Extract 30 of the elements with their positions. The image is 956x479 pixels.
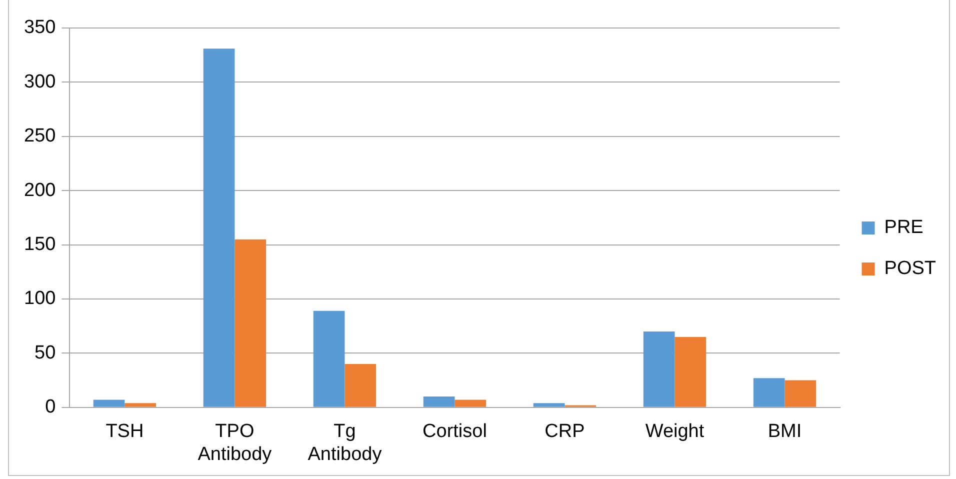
x-tick-label: Cortisol <box>422 421 487 442</box>
bar <box>784 380 816 407</box>
y-tick-label: 150 <box>24 234 56 256</box>
y-tick-label: 0 <box>45 396 56 418</box>
x-tick-label: BMI <box>768 421 802 442</box>
bar <box>93 400 125 407</box>
y-tick-label: 100 <box>24 288 56 310</box>
bar <box>753 378 785 407</box>
x-tick-label: TPO Antibody <box>198 421 272 465</box>
bar <box>124 403 156 407</box>
legend-label: PRE <box>884 217 924 238</box>
y-tick-label: 250 <box>24 126 56 147</box>
bar <box>533 403 565 407</box>
x-tick-label: Weight <box>645 421 705 442</box>
y-tick-label: 350 <box>24 17 56 38</box>
y-tick-label: 200 <box>24 180 56 201</box>
x-tick-label: CRP <box>544 421 585 442</box>
x-tick-label: TSH <box>106 421 144 442</box>
x-tick-label: Tg Antibody <box>308 421 382 465</box>
bar <box>234 239 266 407</box>
bar <box>643 332 675 407</box>
bar <box>203 48 235 407</box>
bar <box>344 364 376 407</box>
bar <box>313 310 345 407</box>
bar <box>674 336 706 407</box>
bar <box>454 400 486 407</box>
y-tick-label: 50 <box>34 342 56 364</box>
bar <box>423 396 455 407</box>
legend-label: POST <box>884 258 936 280</box>
y-tick-label: 300 <box>24 71 56 92</box>
